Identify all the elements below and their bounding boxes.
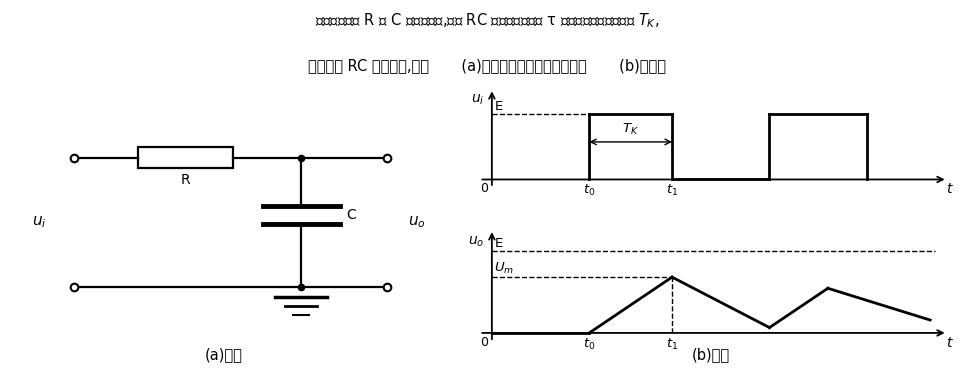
FancyBboxPatch shape	[138, 147, 233, 168]
Text: $u_o$: $u_o$	[408, 214, 426, 230]
Text: 把微分电路中 R 和 C 的位置对调,且使 RC 电路的时间常数 τ 远大于输人脉冲的宽度 $T_K$,: 把微分电路中 R 和 C 的位置对调,且使 RC 电路的时间常数 τ 远大于输人…	[315, 12, 659, 30]
Text: $t_1$: $t_1$	[666, 183, 678, 198]
Text: 0: 0	[480, 182, 489, 195]
Text: $U_m$: $U_m$	[495, 261, 514, 276]
Text: C: C	[346, 208, 356, 222]
Text: 0: 0	[480, 336, 489, 349]
Text: $T_K$: $T_K$	[622, 122, 639, 137]
Text: $t$: $t$	[946, 336, 954, 350]
Text: (b)电路: (b)电路	[692, 347, 730, 362]
Text: $u_i$: $u_i$	[471, 93, 485, 107]
Text: $u_o$: $u_o$	[468, 234, 485, 249]
Text: $t_0$: $t_0$	[583, 337, 595, 352]
Text: 便构成了 RC 积分电路,如图       (a)所示。其输人输出波形如图       (b)所示。: 便构成了 RC 积分电路,如图 (a)所示。其输人输出波形如图 (b)所示。	[308, 58, 666, 74]
Text: $t$: $t$	[946, 182, 954, 196]
Text: $u_i$: $u_i$	[32, 214, 47, 230]
Text: $t_1$: $t_1$	[666, 337, 678, 352]
Text: R: R	[180, 173, 190, 187]
Text: E: E	[495, 237, 503, 250]
Text: $t_0$: $t_0$	[583, 183, 595, 198]
Text: E: E	[495, 100, 503, 113]
Text: (a)电路: (a)电路	[206, 347, 243, 362]
